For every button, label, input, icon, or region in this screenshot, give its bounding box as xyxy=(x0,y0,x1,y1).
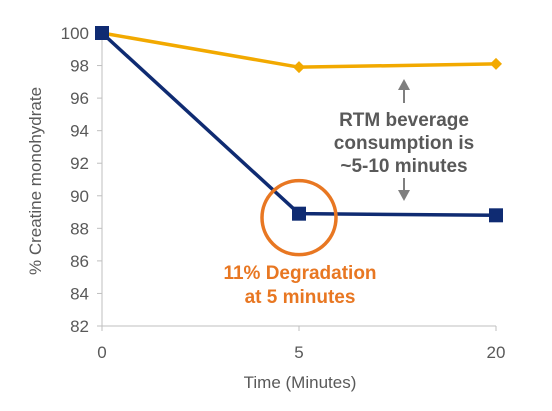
degradation-highlight-circle xyxy=(260,178,338,257)
x-tick-label: 0 xyxy=(97,343,106,362)
arrow-down-icon xyxy=(398,190,410,201)
y-axis-ticks: 82 84 86 88 90 92 94 96 98 100 xyxy=(61,24,102,336)
y-tick-label: 84 xyxy=(70,284,89,303)
consumption-annotation: RTM beverage consumption is ~5-10 minute… xyxy=(334,79,474,201)
square-point xyxy=(292,206,306,221)
diamond-point xyxy=(293,61,305,74)
x-tick-label: 20 xyxy=(487,343,506,362)
series-layer xyxy=(95,26,503,223)
x-tick-label: 5 xyxy=(294,343,303,362)
square-point xyxy=(489,208,503,223)
y-axis-title: % Creatine monohydrate xyxy=(26,87,45,275)
consumption-label-line-3: ~5-10 minutes xyxy=(340,156,467,177)
degradation-annotation: 11% Degradation at 5 minutes xyxy=(223,178,377,308)
y-tick-label: 82 xyxy=(70,317,89,336)
degradation-label-line-2: at 5 minutes xyxy=(245,287,356,308)
y-tick-label: 100 xyxy=(61,24,89,43)
y-tick-label: 96 xyxy=(70,89,89,108)
consumption-label-line-1: RTM beverage xyxy=(339,110,469,131)
arrow-up-icon xyxy=(398,79,410,90)
y-tick-label: 86 xyxy=(70,252,89,271)
y-tick-label: 98 xyxy=(70,57,89,76)
y-tick-label: 88 xyxy=(70,219,89,238)
y-tick-label: 90 xyxy=(70,187,89,206)
x-axis-ticks: 0 5 20 xyxy=(97,326,505,362)
degradation-label-line-1: 11% Degradation xyxy=(223,263,376,284)
diamond-point xyxy=(490,57,502,70)
y-tick-label: 94 xyxy=(70,122,89,141)
square-point xyxy=(95,26,109,40)
y-tick-label: 92 xyxy=(70,154,89,173)
x-axis-title: Time (Minutes) xyxy=(244,373,357,392)
consumption-label-line-2: consumption is xyxy=(334,133,474,154)
